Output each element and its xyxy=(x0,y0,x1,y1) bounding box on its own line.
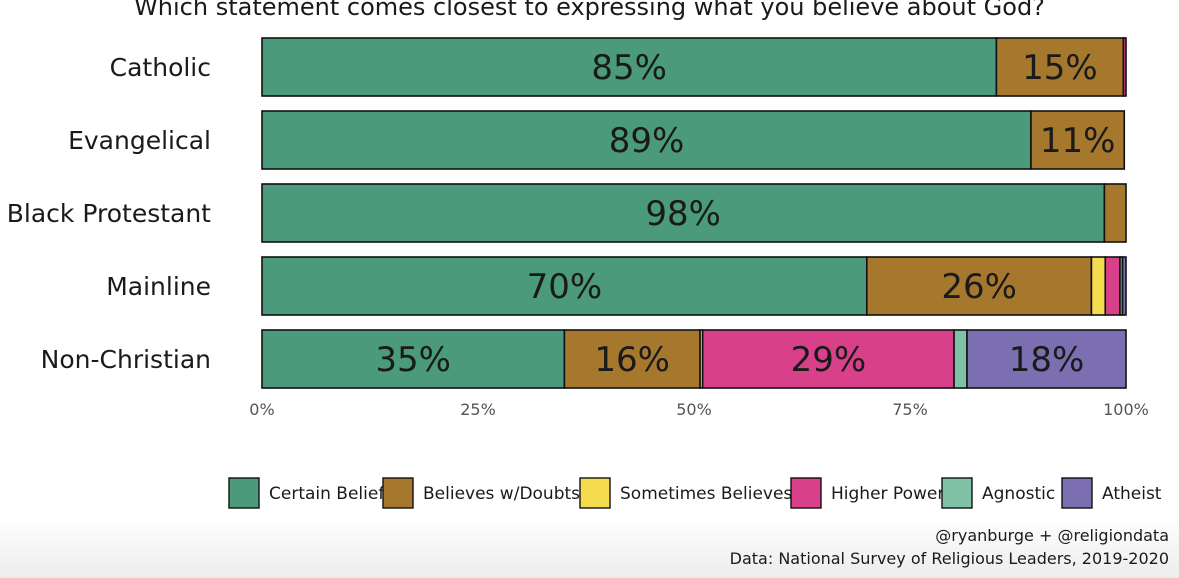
bar-non-christian-certain-belief xyxy=(261,329,566,389)
legend-label-atheist: Atheist xyxy=(1102,484,1162,504)
data-label-black-protestant-certain-belief: 98% xyxy=(645,194,721,234)
legend: Certain Belief Believes w/Doubts Sometimes… xyxy=(228,477,1162,509)
bars xyxy=(261,37,1127,389)
legend-swatch-agnostic xyxy=(941,477,973,509)
data-label-non-christian-higher-power: 29% xyxy=(791,340,867,380)
data-label-catholic-certain-belief: 85% xyxy=(591,48,667,88)
bar-mainline-sometimes-believes xyxy=(1090,256,1107,316)
credit-source: Data: National Survey of Religious Leade… xyxy=(729,549,1169,568)
data-label-catholic-believes-w-doubts: 15% xyxy=(1022,48,1098,88)
legend-label-higher-power: Higher Power xyxy=(831,484,944,504)
category-label-black-protestant: Black Protestant xyxy=(7,199,211,228)
bar-mainline-certain-belief xyxy=(261,256,868,316)
bar-non-christian-agnostic xyxy=(953,329,968,389)
category-label-non-christian: Non-Christian xyxy=(41,345,211,374)
data-label-evangelical-believes-w-doubts: 11% xyxy=(1040,121,1116,161)
bar-non-christian-believes-w-doubts xyxy=(563,329,701,389)
data-label-evangelical-certain-belief: 89% xyxy=(609,121,685,161)
bar-catholic-higher-power xyxy=(1122,37,1127,97)
data-label-mainline-certain-belief: 70% xyxy=(527,267,603,307)
bar-mainline-atheist xyxy=(1121,256,1127,316)
x-tick-label: 75% xyxy=(892,400,928,419)
legend-swatch-certain-belief xyxy=(228,477,260,509)
bar-catholic-certain-belief xyxy=(261,37,998,97)
data-label-non-christian-certain-belief: 35% xyxy=(375,340,451,380)
legend-label-sometimes-believes: Sometimes Believes xyxy=(620,484,792,504)
x-tick-label: 50% xyxy=(676,400,712,419)
bar-mainline-higher-power xyxy=(1104,256,1121,316)
data-label-non-christian-believes-w-doubts: 16% xyxy=(594,340,670,380)
legend-swatch-higher-power xyxy=(790,477,822,509)
x-axis: 0% 25% 50% 75% 100% xyxy=(249,400,1149,419)
category-label-mainline: Mainline xyxy=(106,272,211,301)
legend-swatch-sometimes-believes xyxy=(579,477,611,509)
x-tick-label: 25% xyxy=(460,400,496,419)
x-tick-label: 0% xyxy=(249,400,274,419)
credit-handles: @ryanburge + @religiondata xyxy=(935,526,1169,545)
bar-non-christian-atheist xyxy=(966,329,1127,389)
bar-evangelical-believes-w-doubts xyxy=(1030,110,1126,170)
chart-title: Which statement comes closest to express… xyxy=(134,0,1045,21)
category-label-catholic: Catholic xyxy=(110,53,211,82)
data-labels: 85% 15% 89% 11% 98% 70% 26% 35% 16% 29% 18% xyxy=(375,48,1115,380)
category-label-evangelical: Evangelical xyxy=(68,126,211,155)
bar-black-protestant-believes-w-doubts xyxy=(1103,183,1127,243)
data-label-mainline-believes-w-doubts: 26% xyxy=(941,267,1017,307)
data-label-non-christian-atheist: 18% xyxy=(1009,340,1085,380)
category-labels: Catholic Evangelical Black Protestant Mainl… xyxy=(7,53,211,374)
legend-label-certain-belief: Certain Belief xyxy=(269,484,385,504)
bottom-fade xyxy=(0,518,1179,578)
legend-label-agnostic: Agnostic xyxy=(982,484,1055,504)
bar-non-christian-higher-power xyxy=(701,329,955,389)
legend-label-believes-w-doubts: Believes w/Doubts xyxy=(423,484,580,504)
bar-black-protestant-certain-belief xyxy=(261,183,1106,243)
legend-swatch-atheist xyxy=(1061,477,1093,509)
legend-swatch-believes-w-doubts xyxy=(382,477,414,509)
bar-evangelical-certain-belief xyxy=(261,110,1032,170)
x-tick-label: 100% xyxy=(1103,400,1149,419)
